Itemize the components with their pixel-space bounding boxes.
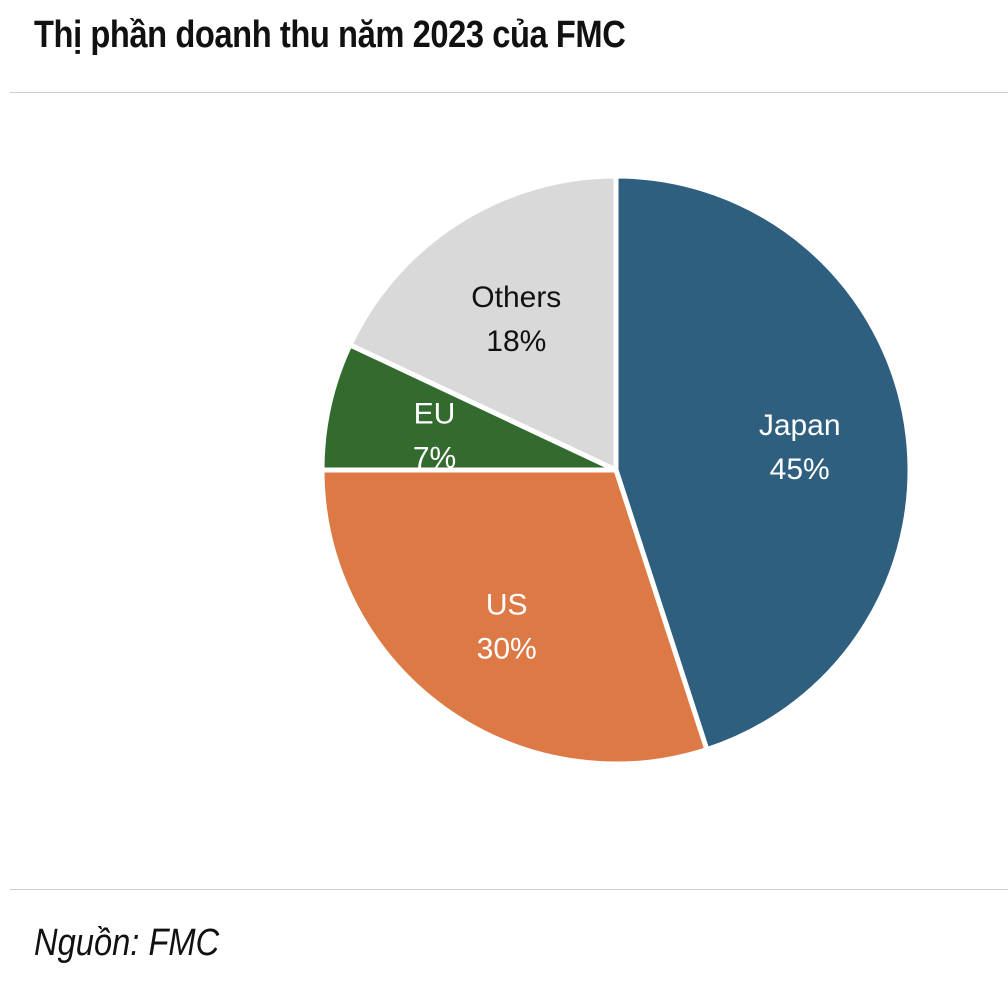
slice-value-others: 18% [486, 325, 546, 358]
pie-slice-eu [319, 342, 619, 473]
slice-label-us: US [486, 589, 528, 622]
slice-label-others: Others [471, 281, 561, 314]
top-divider [10, 92, 1008, 93]
pie-slices [319, 173, 913, 767]
pie-slice-others [347, 173, 619, 473]
chart-title: Thị phần doanh thu năm 2023 của FMC [34, 14, 626, 56]
slice-label-japan: Japan [759, 409, 841, 442]
source-note: Nguồn: FMC [34, 922, 220, 964]
pie-slice-us [319, 467, 710, 767]
slice-label-eu: EU [414, 397, 456, 430]
bottom-divider [10, 889, 1008, 890]
slice-value-us: 30% [477, 633, 537, 666]
slice-value-eu: 7% [413, 441, 456, 474]
pie-labels: Japan 45% US 30% EU 7% Others 18% [413, 281, 841, 666]
slice-value-japan: 45% [770, 453, 830, 486]
pie-slice-japan [613, 173, 913, 753]
